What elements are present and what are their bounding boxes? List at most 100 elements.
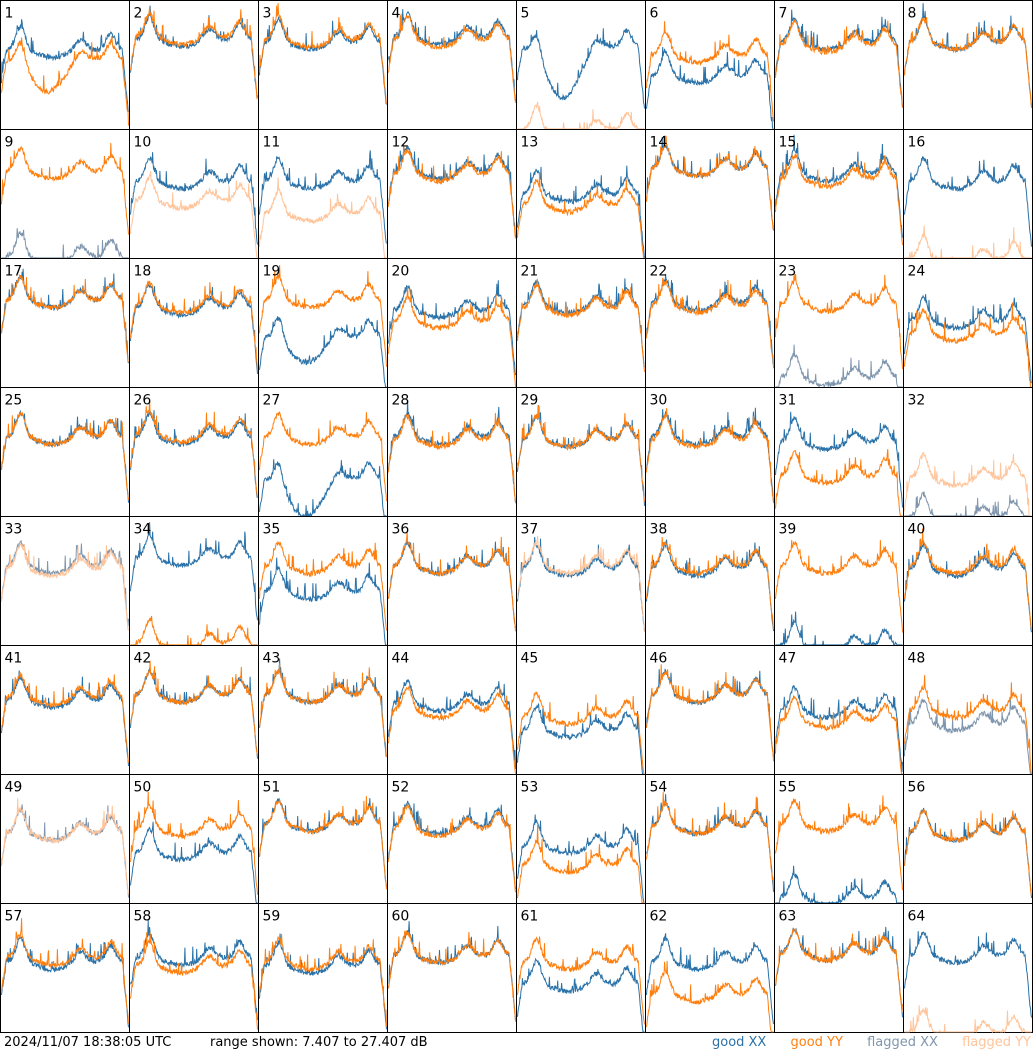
panel-frame [516,258,646,388]
legend-good-yy: good YY [790,1035,843,1050]
yy-series-line [775,153,903,246]
panel-frame [129,129,259,259]
timestamp: 2024/11/07 18:38:05 UTC [4,1035,172,1050]
yy-series-line [259,411,387,502]
yy-series-line [904,675,1032,774]
yy-series-line [775,540,903,633]
panel-label: 63 [779,909,797,925]
panel-label: 5 [521,6,530,22]
panel-52: 52 [387,774,517,904]
yy-series-line [775,928,903,1012]
panel-label: 16 [908,135,926,151]
yy-series-line [388,802,516,893]
panel-label: 38 [650,522,668,538]
panel-63: 63 [774,903,904,1033]
panel-label: 31 [779,393,797,409]
panel-15: 15 [774,129,904,259]
yy-series-line [259,3,387,104]
panel-label: 55 [779,780,797,796]
panel-7: 7 [774,0,904,130]
panel-42: 42 [129,645,259,775]
panel-frame [258,387,388,517]
panel-51: 51 [258,774,388,904]
yy-series-line [259,663,387,757]
yy-series-line [130,660,258,756]
yy-series-line [130,399,258,498]
xx-series-line [775,411,903,508]
panel-label: 62 [650,909,668,925]
yy-series-line [1,142,129,235]
panel-1: 1 [0,0,130,130]
panel-label: 21 [521,264,539,280]
panel-label: 19 [263,264,281,280]
yy-series-line [388,531,516,632]
panel-38: 38 [645,516,775,646]
yy-series-line [259,933,387,1027]
xx-series-line [1,228,129,260]
panel-14: 14 [645,129,775,259]
panel-58: 58 [129,903,259,1033]
panel-45: 45 [516,645,646,775]
legend-flagged-yy: flagged YY [962,1035,1031,1050]
panel-36: 36 [387,516,517,646]
range-label: range shown: 7.407 to 27.407 dB [210,1035,428,1050]
panel-61: 61 [516,903,646,1033]
yy-series-line [130,932,258,1030]
panel-label: 49 [5,780,23,796]
yy-series-line [388,685,516,774]
panel-label: 9 [5,135,14,151]
xx-series-line [259,557,387,646]
yy-series-line [388,286,516,387]
yy-series-line [388,144,516,239]
yy-series-line [130,615,258,646]
yy-series-line [517,172,645,259]
xx-series-line [388,9,516,102]
panel-frame [903,516,1033,646]
panel-2: 2 [129,0,259,130]
panel-50: 50 [129,774,259,904]
legend-good-xx: good XX [711,1035,767,1050]
panel-18: 18 [129,258,259,388]
panel-label: 44 [392,651,410,667]
panel-frame [0,387,130,517]
panel-frame [129,258,259,388]
panel-label: 33 [5,522,23,538]
panel-label: 48 [908,651,926,667]
xx-series-line [775,611,903,647]
panel-label: 40 [908,522,926,538]
panel-label: 39 [779,522,797,538]
panel-44: 44 [387,645,517,775]
panel-12: 12 [387,129,517,259]
panel-label: 7 [779,6,788,22]
panel-5: 5 [516,0,646,131]
panel-47: 47 [774,645,904,775]
panel-frame [903,258,1033,388]
xx-series-line [775,344,903,388]
panel-17: 17 [0,258,130,388]
panel-56: 56 [903,774,1033,904]
panel-label: 53 [521,780,539,796]
panel-label: 29 [521,393,539,409]
xx-series-line [904,931,1032,1018]
panel-label: 2 [134,6,143,22]
xx-series-line [130,152,258,245]
xx-series-line [775,685,903,773]
yy-series-line [904,808,1032,896]
panel-16: 16 [903,129,1033,260]
panel-label: 18 [134,264,152,280]
xx-series-line [646,933,774,1025]
panel-frame [0,645,130,775]
yy-series-line [517,535,645,633]
yy-series-line [1,918,129,1024]
panel-27: 27 [258,387,388,518]
panel-label: 8 [908,6,917,22]
panel-46: 46 [645,645,775,775]
yy-series-line [130,280,258,369]
yy-series-line [259,265,387,367]
yy-series-line [646,408,774,504]
yy-series-line [904,16,1032,108]
panel-label: 26 [134,393,152,409]
panel-frame [516,129,646,259]
xx-series-line [775,865,903,905]
panel-24: 24 [903,258,1033,388]
